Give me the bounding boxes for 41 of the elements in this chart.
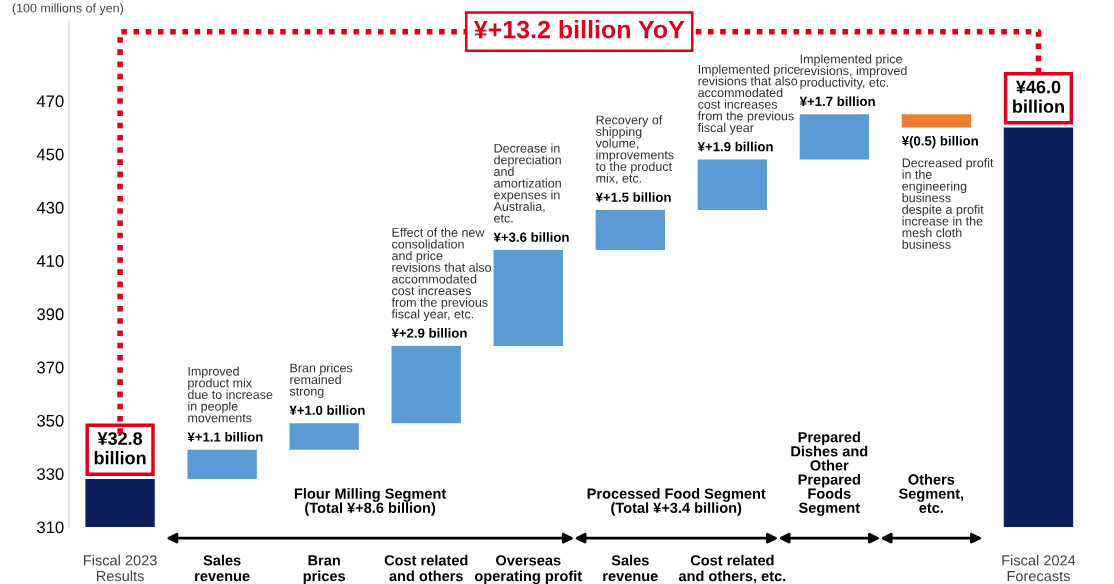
x-tick-label: Overseas operating profit — [474, 555, 582, 584]
annotation: Prepared Dishes and Other Prepared Foods Segment — [791, 431, 868, 516]
annotation: ¥+1.1 billion — [187, 431, 263, 442]
y-tick-label: 330 — [37, 468, 64, 480]
annotation: Recovery of shipping volume, improvements to the product mix, etc. — [595, 115, 674, 185]
x-tick-label: Sales revenue — [603, 554, 658, 582]
annotation: Decreased profit in the engineering business despite a profit increase in the mesh cloth business — [902, 158, 994, 249]
x-tick-label: Bran prices — [303, 555, 346, 584]
y-axis-title: (100 millions of yen) — [12, 3, 123, 15]
annotation: ¥+3.6 billion — [493, 232, 569, 242]
x-tick-label: Cost related and others, etc. — [678, 554, 786, 584]
y-tick-label: 390 — [37, 308, 64, 321]
annotation: ¥+1.9 billion — [697, 141, 773, 152]
x-tick-label: Fiscal 2024 Forecasts — [1002, 554, 1076, 582]
annotation: ¥+1.0 billion — [289, 405, 365, 415]
annotation: Others Segment, etc. — [898, 473, 964, 513]
annotation: ¥+2.9 billion — [391, 328, 467, 338]
annotation: Improved product mix due to increase in people movements — [187, 366, 273, 423]
annotation: ¥+1.7 billion — [799, 96, 875, 107]
annotation: Implemented price revisions, improved productivity, etc. — [800, 54, 907, 90]
annotation: Processed Food Segment (Total ¥+3.4 billion) — [587, 488, 766, 516]
annotation: Bran prices remained strong — [289, 363, 353, 399]
y-tick-label: 450 — [36, 148, 64, 161]
annotation: Implemented price revisions that also accommodated cost increases from the previous fiscal year — [697, 64, 800, 135]
y-tick-label: 310 — [37, 521, 64, 534]
y-tick-label: 470 — [36, 95, 64, 108]
x-tick-label: Fiscal 2023 Results — [84, 554, 157, 582]
annotation: Flour Milling Segment (Total ¥+8.6 billion) — [294, 488, 447, 516]
annotation: Decrease in depreciation and amortization expenses in Australia, etc. — [493, 143, 561, 223]
annotation: Effect of the new consolidation and price revisions that also accommodated cost increases from the previous fiscal year, etc. — [391, 227, 492, 321]
x-tick-label: Cost related and others — [384, 554, 468, 582]
annotation: ¥(0.5) billion — [901, 135, 978, 149]
y-tick-label: 410 — [36, 255, 64, 267]
annotation: ¥+1.5 billion — [595, 192, 671, 202]
y-tick-label: 430 — [36, 201, 64, 214]
y-tick-label: 350 — [37, 414, 64, 427]
annotation: ¥32.8 billion — [94, 432, 146, 465]
annotation: ¥46.0 billion — [1013, 80, 1064, 113]
y-tick-label: 370 — [37, 361, 64, 374]
annotation: ¥+13.2 billion YoY — [473, 20, 685, 39]
x-tick-label: Sales revenue — [195, 554, 250, 582]
